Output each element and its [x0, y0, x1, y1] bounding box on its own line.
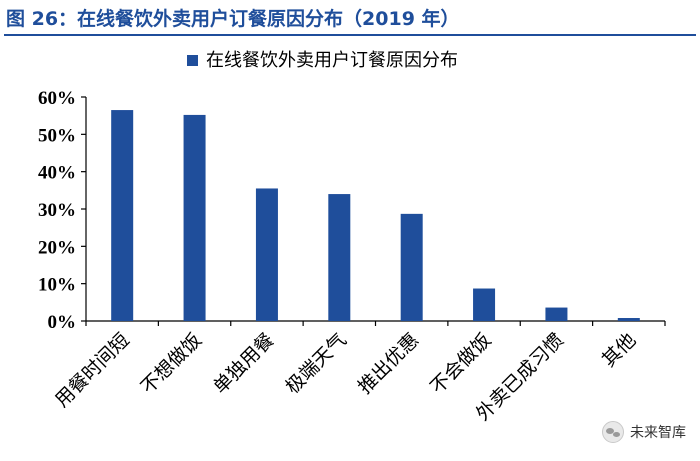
bar — [617, 318, 640, 321]
bar — [545, 307, 568, 321]
y-tick-label: 10% — [38, 275, 76, 296]
bar — [473, 288, 496, 321]
bar — [328, 194, 351, 321]
y-tick-label: 20% — [38, 237, 76, 258]
bar — [400, 213, 423, 321]
y-tick-label: 50% — [38, 125, 76, 146]
x-tick-label: 不想做饭 — [137, 329, 206, 398]
bar — [255, 188, 278, 321]
x-tick-label: 不会做饭 — [426, 329, 495, 398]
y-tick-label: 30% — [38, 200, 76, 221]
x-tick-label: 用餐时间短 — [51, 329, 134, 412]
wechat-icon — [602, 421, 624, 443]
legend-label: 在线餐饮外卖用户订餐原因分布 — [206, 50, 458, 71]
y-tick-label: 40% — [38, 163, 76, 184]
bar — [183, 114, 206, 321]
legend-swatch — [187, 55, 198, 66]
bar — [111, 110, 134, 321]
x-tick-label: 推出优惠 — [354, 329, 423, 398]
title-divider — [4, 34, 696, 36]
x-tick-label: 单独用餐 — [209, 329, 278, 398]
watermark-text: 未来智库 — [630, 425, 686, 441]
x-tick-label: 极端天气 — [282, 329, 351, 398]
y-tick-label: 0% — [48, 312, 77, 333]
watermark: 未来智库 — [602, 420, 686, 444]
x-tick-label: 其他 — [598, 329, 640, 371]
figure-title: 图 26：在线餐饮外卖用户订餐原因分布（2019 年） — [6, 8, 460, 30]
y-tick-label: 60% — [38, 88, 76, 109]
